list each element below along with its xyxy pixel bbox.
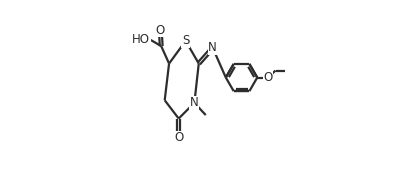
Text: N: N xyxy=(190,96,199,109)
Text: O: O xyxy=(174,131,183,144)
Text: O: O xyxy=(263,71,272,84)
Text: OH: OH xyxy=(133,33,151,46)
Text: HO: HO xyxy=(132,33,150,46)
Text: O: O xyxy=(156,24,165,37)
Text: S: S xyxy=(182,34,189,47)
Text: N: N xyxy=(209,41,217,54)
